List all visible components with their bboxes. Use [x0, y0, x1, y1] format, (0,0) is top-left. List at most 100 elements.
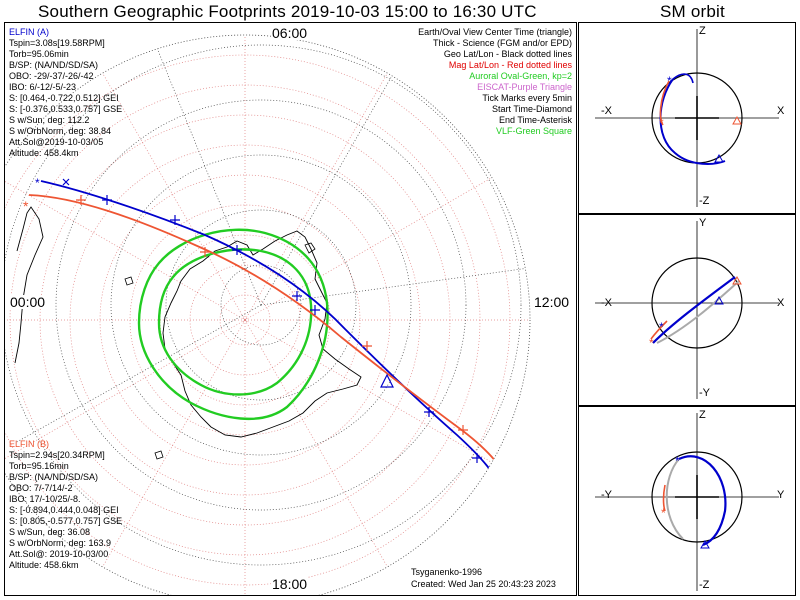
- orbit-a-path: [652, 276, 736, 344]
- south-america-coastline: [14, 206, 44, 364]
- elfin-b-track: [28, 194, 512, 490]
- orbit-b-path: [650, 320, 668, 340]
- orbit-a-path: [659, 78, 726, 165]
- auroral-oval-inner: [157, 248, 313, 396]
- orbit-b-path: [659, 80, 670, 126]
- elfin-b-info: ELFIN (B) Tspin=2.94s[20.34RPM] Torb=95.…: [9, 439, 122, 571]
- orbit-a-front: [672, 73, 694, 84]
- info-line: B/SP: (NA/ND/SD/SA): [9, 60, 99, 70]
- created-timestamp: Created: Wed Jan 25 20:43:23 2023: [411, 579, 556, 589]
- orbit-panel-xz: * * Z -Z -X X: [578, 22, 796, 214]
- orbit-a-path: [678, 455, 727, 547]
- elfin-a-start-marker: *: [35, 176, 40, 190]
- info-line: B/SP: (NA/ND/SD/SA): [9, 472, 99, 482]
- orbit-a-marker: *: [667, 74, 672, 88]
- axis-label-right: Y: [777, 489, 785, 501]
- legend-item: Earth/Oval View Center Time (triangle): [418, 27, 572, 37]
- orbit-a-triangle: [714, 295, 724, 305]
- axis-label-bottom: -Z: [699, 579, 710, 591]
- orbit-b-triangle: [732, 115, 742, 125]
- info-line: S: [0.464,-0.722,0.512] GEI: [9, 93, 119, 103]
- legend-item: EISCAT-Purple Triangle: [477, 82, 572, 92]
- info-line: S w/Sun, deg: 36.08: [9, 527, 91, 537]
- orbit-panel-yz: * * Z -Z -Y Y: [578, 406, 796, 596]
- orbit-a-triangle: [714, 153, 724, 163]
- info-line: Torb=95.16min: [9, 461, 69, 471]
- info-line: OBO: 7/-7/14/-2: [9, 483, 73, 493]
- axis-label-left: -X: [601, 105, 612, 117]
- footprint-map: × *: [5, 34, 531, 595]
- info-line: S w/OrbNorm, deg: 38.84: [9, 126, 112, 136]
- info-line: Altitude: 458.4km: [9, 148, 79, 158]
- elfin-b-view-triangle: [502, 467, 516, 482]
- elfin-a-view-triangle: [380, 373, 394, 388]
- elfin-a-info: ELFIN (A) Tspin=3.08s[19.58RPM] Torb=95.…: [9, 27, 122, 159]
- info-line: S: [-0.894,0.444,0.048] GEI: [9, 505, 119, 515]
- orbit-title: SM orbit: [660, 2, 725, 21]
- orbit-plot-yz: * *: [595, 413, 779, 591]
- info-line: Tspin=2.94s[20.34RPM]: [9, 450, 105, 460]
- geo-grid: [5, 42, 530, 566]
- orbit-b-marker: *: [661, 506, 666, 520]
- info-line: S w/OrbNorm, deg: 163.9: [9, 538, 112, 548]
- elfin-a-ticks: [62, 178, 482, 463]
- orbit-back-path: [665, 458, 684, 540]
- elfin-b-name: ELFIN (B): [9, 439, 50, 449]
- info-line: Att.Sol@: 2019-10-03/00: [9, 549, 109, 559]
- orbit-b-path: [662, 484, 666, 512]
- axis-label-right: X: [777, 297, 785, 309]
- axis-label-bottom: -Z: [699, 195, 710, 207]
- elfin-b-end-marker: [504, 485, 514, 501]
- info-line: S: [-0.376,0.533,0.757] GSE: [9, 104, 123, 114]
- elfin-a-name: ELFIN (A): [9, 27, 50, 37]
- elfin-a-track: [40, 180, 504, 494]
- info-line: Att.Sol@2019-10-03/05: [9, 137, 104, 147]
- antarctica-coastline: [162, 230, 362, 438]
- model-label: Tsyganenko-1996: [411, 567, 483, 577]
- hour-label-right: 12:00: [533, 294, 571, 310]
- axis-label-left: -X: [601, 297, 612, 309]
- orbit-plot-xy: * *: [595, 221, 779, 399]
- orbit-panel-xy: * * Y -Y -X X: [578, 214, 796, 406]
- legend-item: Tick Marks every 5min: [482, 93, 572, 103]
- axis-label-top: Y: [699, 217, 707, 229]
- info-line: Torb=95.06min: [9, 49, 69, 59]
- mag-pole-marker: ×: [242, 315, 247, 325]
- footprint-map-panel: × *: [4, 22, 577, 596]
- orbit-plot-xz: * *: [595, 29, 779, 207]
- hour-label-bottom: 18:00: [271, 576, 309, 592]
- legend-item: Start Time-Diamond: [491, 104, 572, 114]
- legend-item: Auroral Oval-Green, kp=2: [469, 71, 572, 81]
- axis-label-left: -Y: [601, 489, 612, 501]
- elfin-b-start-marker: *: [23, 198, 29, 214]
- axis-label-right: X: [777, 105, 785, 117]
- axis-label-bottom: -Y: [699, 387, 710, 399]
- map-title: Southern Geographic Footprints 2019-10-0…: [38, 2, 537, 21]
- info-line: S: [0.805,-0.577,0.757] GSE: [9, 516, 123, 526]
- map-legend: Earth/Oval View Center Time (triangle) T…: [418, 27, 572, 137]
- orbit-b-triangle: [732, 275, 742, 285]
- island-coastline: [124, 242, 316, 460]
- legend-item: Mag Lat/Lon - Red dotted lines: [448, 60, 572, 70]
- hour-label-top: 06:00: [271, 25, 309, 41]
- info-line: Tspin=3.08s[19.58RPM]: [9, 38, 105, 48]
- axis-label-top: Z: [699, 409, 706, 421]
- orbit-b-marker: *: [659, 116, 664, 130]
- orbit-a-triangle: [700, 539, 710, 549]
- mag-grid: [5, 35, 530, 595]
- legend-item: Geo Lat/Lon - Black dotted lines: [443, 49, 572, 59]
- orbit-b-marker: *: [649, 336, 654, 350]
- elfin-b-ticks: [76, 195, 468, 435]
- axis-label-top: Z: [699, 25, 706, 37]
- hour-label-left: 00:00: [9, 294, 47, 310]
- legend-item: End Time-Asterisk: [498, 115, 572, 125]
- legend-item: Thick - Science (FGM and/or EPD): [432, 38, 572, 48]
- info-line: IBO: 6/-12/-5/-23: [9, 82, 77, 92]
- orbit-a-marker: *: [659, 320, 664, 334]
- info-line: Altitude: 458.6km: [9, 560, 79, 570]
- info-line: IBO: 17/-10/25/-8.: [9, 494, 81, 504]
- info-line: S w/Sun, deg: 112.2: [9, 115, 90, 125]
- orbit-a-marker: *: [675, 454, 680, 468]
- info-line: OBO: -29/-37/-26/-42: [9, 71, 94, 81]
- legend-item: VLF-Green Square: [495, 126, 572, 136]
